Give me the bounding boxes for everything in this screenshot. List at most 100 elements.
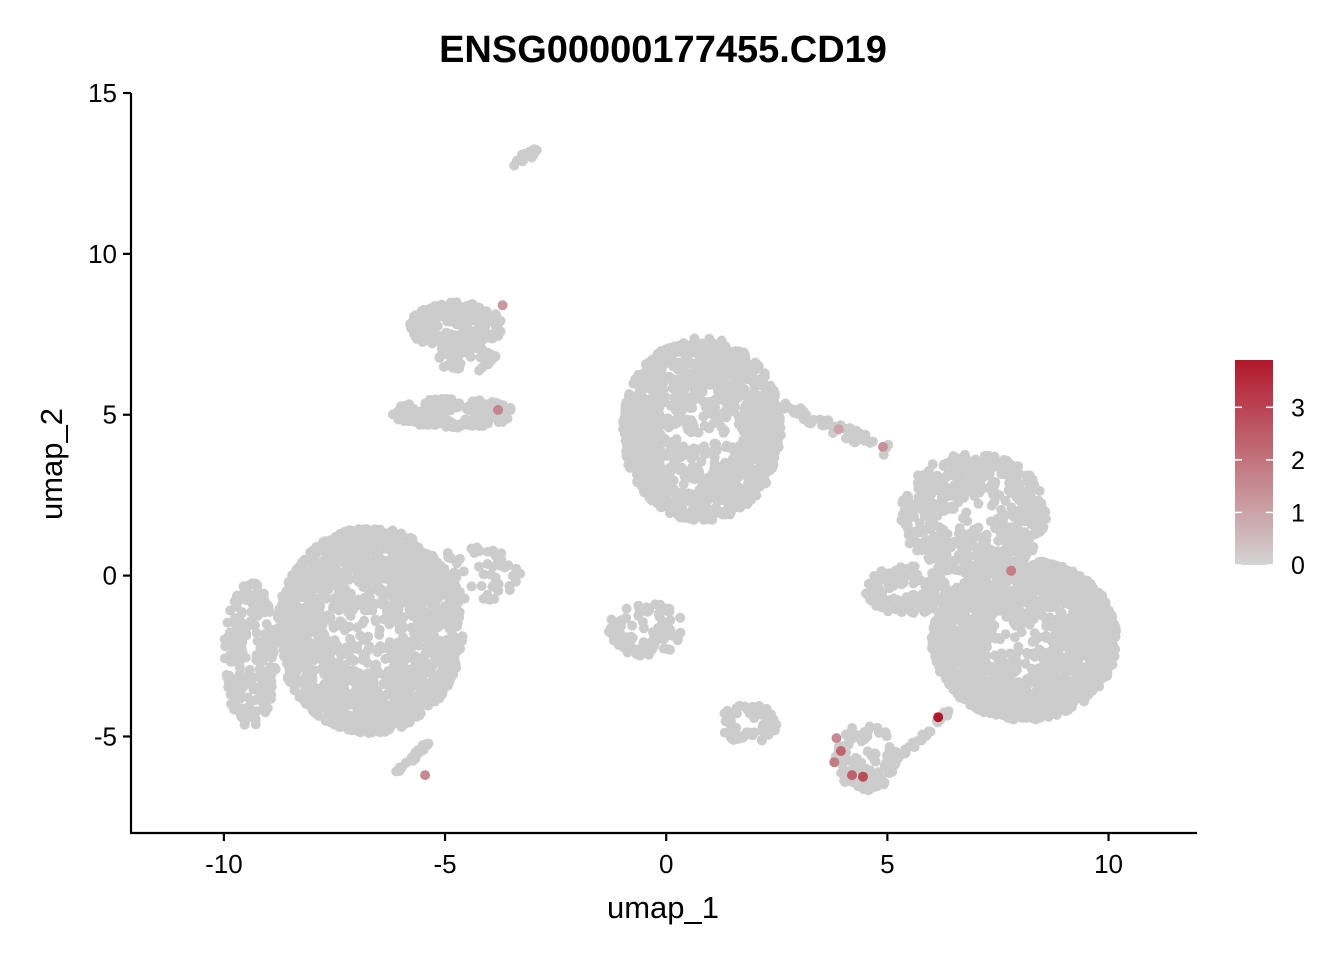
cell-point bbox=[775, 422, 786, 433]
cell-point bbox=[255, 642, 266, 653]
cell-point bbox=[397, 623, 408, 634]
cell-point bbox=[626, 631, 637, 642]
cell-point bbox=[374, 668, 385, 679]
cell-point bbox=[398, 612, 409, 623]
cell-point bbox=[452, 621, 463, 632]
cell-point bbox=[755, 450, 766, 461]
cell-point bbox=[236, 684, 247, 695]
cell-point bbox=[303, 664, 314, 674]
cell-point bbox=[643, 649, 654, 660]
cell-point bbox=[637, 617, 648, 627]
cell-point bbox=[696, 456, 707, 467]
cell-point bbox=[364, 641, 375, 652]
cell-point bbox=[335, 593, 346, 604]
cell-point bbox=[324, 675, 335, 686]
cell-point bbox=[678, 490, 689, 501]
cell-point bbox=[695, 371, 706, 382]
cell-point bbox=[495, 415, 505, 425]
cell-point bbox=[405, 402, 416, 413]
cell-point bbox=[273, 613, 284, 624]
cell-point bbox=[405, 570, 416, 581]
cell-point bbox=[366, 603, 376, 614]
cell-point bbox=[417, 700, 428, 711]
cell-point bbox=[280, 625, 291, 636]
cell-point bbox=[348, 600, 359, 611]
cell-point bbox=[950, 565, 961, 575]
cell-point bbox=[244, 665, 255, 676]
cluster-left-far-lobe bbox=[219, 578, 282, 730]
cell-point bbox=[349, 674, 360, 685]
cell-point bbox=[913, 527, 924, 538]
cell-point bbox=[686, 401, 697, 412]
cell-point bbox=[959, 492, 969, 503]
cell-point bbox=[641, 602, 652, 613]
cell-point bbox=[689, 337, 700, 348]
cell-point bbox=[739, 404, 750, 415]
cell-point bbox=[976, 532, 987, 543]
cell-point bbox=[446, 394, 457, 405]
cell-point bbox=[441, 327, 452, 338]
cell-point bbox=[700, 340, 711, 351]
cell-point bbox=[819, 420, 829, 431]
cell-point bbox=[299, 554, 310, 565]
cell-point bbox=[459, 593, 470, 604]
cluster-center-large bbox=[618, 333, 786, 525]
cell-point bbox=[424, 303, 435, 314]
cell-point bbox=[677, 442, 688, 453]
cell-point bbox=[719, 727, 730, 738]
cluster-bottom-small bbox=[719, 700, 782, 746]
cell-point bbox=[632, 436, 643, 447]
cell-point bbox=[435, 563, 445, 574]
cell-point bbox=[322, 691, 333, 702]
cell-point bbox=[286, 674, 296, 685]
cell-point bbox=[661, 345, 672, 356]
cell-point bbox=[393, 692, 404, 703]
cell-point bbox=[474, 561, 484, 572]
cell-point bbox=[711, 358, 722, 369]
cell-point bbox=[961, 560, 972, 571]
cell-point bbox=[661, 496, 672, 507]
cell-point bbox=[740, 440, 751, 450]
cell-point bbox=[268, 647, 279, 658]
cell-point bbox=[283, 658, 294, 668]
cell-point bbox=[432, 321, 443, 332]
cell-point bbox=[256, 688, 267, 699]
cell-point bbox=[341, 695, 352, 706]
cell-point bbox=[626, 415, 637, 426]
cell-point bbox=[394, 764, 405, 775]
cell-point bbox=[675, 627, 686, 638]
cell-point bbox=[1011, 492, 1022, 503]
cell-point bbox=[687, 461, 698, 472]
cell-point bbox=[451, 319, 462, 330]
cell-point bbox=[729, 466, 740, 477]
cell-point bbox=[377, 719, 388, 729]
cell-point bbox=[709, 478, 720, 489]
cell-point bbox=[386, 711, 397, 722]
cell-point bbox=[421, 558, 432, 569]
cell-point bbox=[693, 382, 704, 392]
cell-point bbox=[919, 543, 930, 554]
cell-point bbox=[645, 459, 655, 470]
cell-point bbox=[711, 445, 722, 456]
cell-point bbox=[650, 382, 660, 393]
cell-point bbox=[975, 484, 986, 495]
cell-point bbox=[851, 425, 862, 436]
cell-point bbox=[487, 581, 498, 592]
cell-point bbox=[295, 658, 306, 669]
cell-point bbox=[747, 389, 758, 400]
cell-point bbox=[433, 669, 444, 680]
cell-point bbox=[336, 709, 347, 720]
cell-point bbox=[758, 374, 768, 385]
cell-point bbox=[932, 506, 943, 517]
cell-point bbox=[622, 399, 633, 410]
cell-point bbox=[948, 453, 959, 464]
cell-point bbox=[390, 549, 401, 560]
cell-point bbox=[462, 404, 473, 415]
cell-point bbox=[394, 560, 405, 571]
cell-point bbox=[657, 375, 668, 386]
cell-point bbox=[329, 700, 339, 711]
cell-point bbox=[300, 644, 311, 655]
cell-point bbox=[307, 623, 318, 634]
cell-point bbox=[630, 462, 641, 473]
cell-point bbox=[415, 604, 426, 615]
